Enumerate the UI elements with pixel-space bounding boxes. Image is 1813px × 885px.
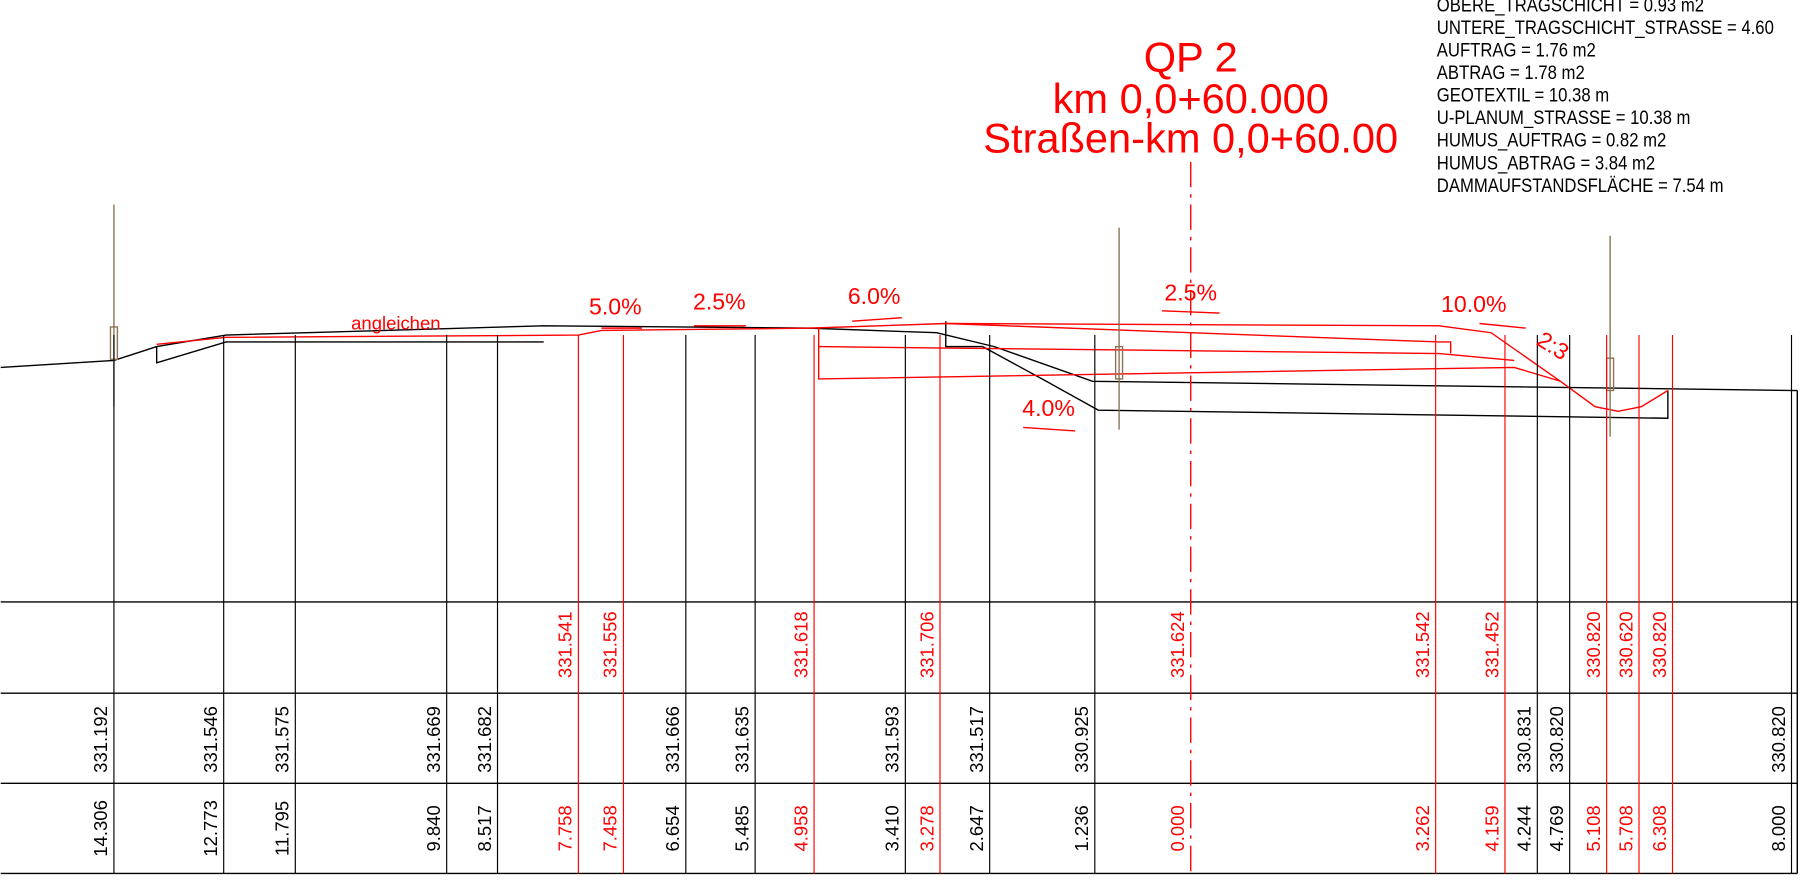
table-value: 330.820	[1768, 706, 1789, 773]
title-line: QP 2	[1144, 34, 1238, 81]
table-value: 4.159	[1481, 805, 1502, 851]
table-value: 331.593	[882, 706, 903, 773]
table-value: 11.795	[272, 801, 293, 856]
quantity: U-PLANUM_STRASSE = 10.38 m	[1437, 107, 1691, 130]
table-value: 331.546	[200, 706, 221, 773]
table-value: 5.708	[1615, 805, 1636, 851]
table-value: 4.958	[790, 805, 811, 851]
quantity: UNTERE_TRAGSCHICHT_STRASSE = 4.60	[1437, 17, 1774, 40]
table-value: 12.773	[200, 800, 221, 857]
quantity: ABTRAG = 1.78 m2	[1437, 62, 1585, 84]
quantity: AUFTRAG = 1.76 m2	[1437, 39, 1596, 61]
quantity: OBERE_TRAGSCHICHT = 0.93 m2	[1437, 0, 1704, 17]
table-value: 5.485	[731, 805, 752, 851]
slope-label: 6.0%	[848, 283, 901, 309]
table-value: 331.624	[1167, 611, 1188, 678]
table-value: 3.410	[882, 805, 903, 851]
table-value: 330.620	[1615, 611, 1636, 678]
table-value: 331.706	[916, 611, 937, 678]
table-value: 5.108	[1583, 805, 1604, 851]
table-value: 330.820	[1649, 611, 1670, 678]
table-value: 331.635	[731, 706, 752, 773]
table-value: 330.925	[1071, 706, 1092, 773]
table-value: 6.308	[1649, 805, 1670, 851]
table-value: 3.278	[916, 805, 937, 851]
table-value: 331.666	[662, 706, 683, 773]
table-value: 1.236	[1071, 805, 1092, 851]
table-value: 7.458	[600, 805, 621, 851]
table-value: 4.769	[1546, 805, 1567, 851]
table-value: 2.647	[966, 805, 987, 851]
table-value: 0.000	[1167, 805, 1188, 851]
table-value: 331.682	[474, 706, 495, 773]
slope-label: 2:3	[1533, 326, 1574, 365]
table-value: 331.618	[790, 611, 811, 678]
slope-label: angleichen	[351, 312, 440, 333]
table-value: 331.452	[1481, 611, 1502, 678]
table-value: 8.000	[1768, 805, 1789, 851]
table-value: 8.517	[474, 805, 495, 851]
table-value: 331.517	[966, 706, 987, 773]
table-value: 331.669	[423, 706, 444, 773]
table-value: 3.262	[1412, 805, 1433, 851]
title-line: Straßen-km 0,0+60.00	[983, 115, 1398, 162]
slope-label: 2.5%	[1164, 279, 1217, 305]
table-value: 4.244	[1514, 805, 1535, 851]
cross-section: QP 2km 0,0+60.000Straßen-km 0,0+60.00OBE…	[0, 0, 1813, 885]
quantity: GEOTEXTIL = 10.38 m	[1437, 84, 1609, 106]
table-value: 331.542	[1412, 611, 1433, 678]
slope-label: 4.0%	[1022, 395, 1075, 421]
table-value: 7.758	[555, 805, 576, 851]
table-value: 331.541	[555, 611, 576, 678]
table-value: 9.840	[423, 805, 444, 851]
table-value: 331.556	[600, 611, 621, 678]
table-value: 331.575	[272, 706, 293, 773]
table-value: 6.654	[662, 805, 683, 851]
table-value: 330.820	[1546, 706, 1567, 773]
table-value: 330.831	[1514, 706, 1535, 773]
slope-label: 2.5%	[693, 289, 746, 315]
table-value: 14.306	[90, 800, 111, 857]
quantity: HUMUS_AUFTRAG = 0.82 m2	[1437, 129, 1667, 152]
slope-label: 10.0%	[1441, 291, 1506, 317]
quantity: DAMMAUFSTANDSFLÄCHE = 7.54 m	[1437, 175, 1724, 197]
slope-label: 5.0%	[589, 293, 642, 319]
quantity: HUMUS_ABTRAG = 3.84 m2	[1437, 152, 1655, 175]
table-value: 330.820	[1583, 611, 1604, 678]
table-value: 331.192	[90, 706, 111, 773]
